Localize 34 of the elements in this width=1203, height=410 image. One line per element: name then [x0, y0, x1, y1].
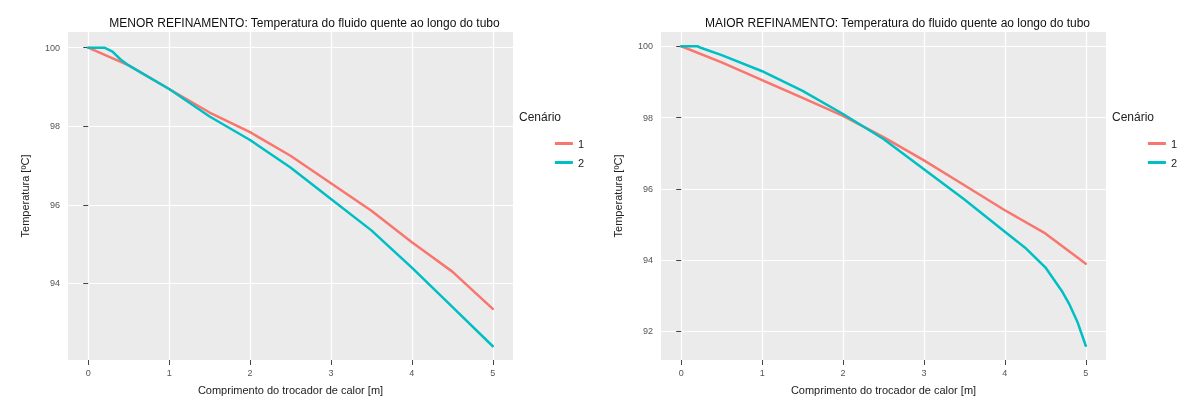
y-axis-title: Temperatura [ºC]: [18, 154, 31, 238]
x-tick-label: 5: [490, 367, 496, 378]
legend-label: 2: [1170, 156, 1178, 169]
y-tick-label: 94: [642, 255, 653, 266]
x-axis-title: Comprimento do trocador de calor [m]: [197, 383, 384, 396]
chart-title: MAIOR REFINAMENTO: Temperatura do fluido quente ao longo do tubo: [704, 16, 1091, 30]
y-tick-label: 92: [642, 326, 653, 337]
legend-label: 1: [1170, 137, 1178, 150]
y-tick-label: 98: [642, 112, 653, 123]
x-tick-label: 3: [328, 367, 334, 378]
legend-label: 2: [577, 156, 585, 169]
legend-label: 1: [577, 137, 585, 150]
x-tick-label: 4: [409, 367, 415, 378]
y-tick-label: 94: [49, 278, 60, 289]
x-tick-label: 2: [840, 367, 846, 378]
y-tick-label: 98: [49, 121, 60, 132]
y-tick-label: 100: [637, 41, 653, 52]
x-axis-title: Comprimento do trocador de calor [m]: [790, 383, 977, 396]
x-tick-label: 3: [921, 367, 927, 378]
x-tick-label: 2: [247, 367, 253, 378]
x-tick-label: 5: [1083, 367, 1089, 378]
y-axis-title: Temperatura [ºC]: [611, 154, 624, 238]
y-tick-label: 100: [44, 42, 60, 53]
legend-title: Cenário: [1111, 110, 1155, 124]
chart-title: MENOR REFINAMENTO: Temperatura do fluido quente ao longo do tubo: [109, 16, 501, 30]
legend-title: Cenário: [518, 110, 562, 124]
x-tick-label: 1: [166, 367, 172, 378]
x-tick-label: 0: [678, 367, 684, 378]
x-tick-label: 4: [1002, 367, 1008, 378]
y-tick-label: 96: [642, 183, 653, 194]
y-tick-label: 96: [49, 199, 60, 210]
line-series: [679, 45, 1088, 347]
x-tick-label: 1: [759, 367, 765, 378]
x-tick-label: 0: [85, 367, 91, 378]
